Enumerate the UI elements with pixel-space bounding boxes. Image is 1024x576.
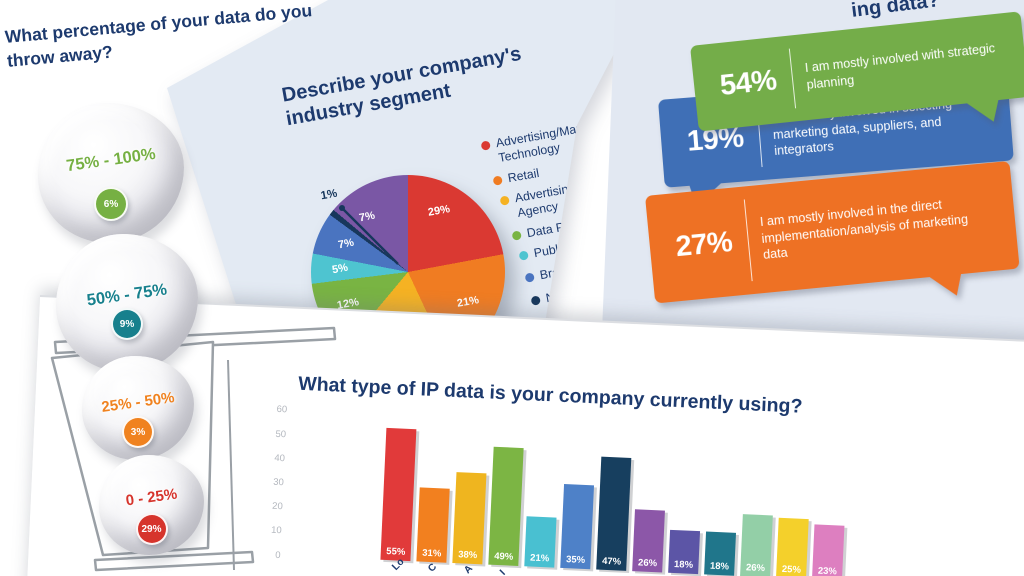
legend-label: Publis — [533, 241, 569, 261]
legend-item: N — [530, 290, 556, 308]
bubble-divider — [788, 48, 797, 109]
y-tick: 10 — [270, 525, 282, 537]
ip-bar-value: 47% — [601, 555, 622, 568]
ip-bar: 18% — [668, 529, 701, 575]
role-text: I am mostly involved with strategic plan… — [804, 41, 996, 92]
legend-line: Retail — [506, 165, 541, 186]
legend-label: N — [545, 290, 556, 306]
legend-dot — [480, 140, 491, 151]
legend-label: Advertising/Mark Technology — [495, 120, 590, 164]
ip-bar-value: 23% — [817, 565, 838, 576]
ip-bar: 35% — [560, 483, 595, 570]
speech-tail — [926, 271, 964, 298]
ip-bar: 26% — [740, 514, 773, 576]
legend-dot — [499, 195, 510, 206]
role-pct: 27% — [674, 225, 734, 263]
ip-bar: 31% — [416, 487, 450, 563]
legend-dot — [492, 175, 503, 186]
legend-label: Data Pr — [526, 219, 570, 241]
ip-bar-value: 49% — [493, 550, 514, 563]
legend-item: Retail — [492, 166, 540, 188]
legend-item: Bra — [524, 265, 560, 285]
ip-bar-value: 55% — [386, 545, 406, 558]
ip-bar: 47% — [596, 456, 632, 571]
y-tick: 0 — [274, 549, 281, 561]
ip-bar-value: 25% — [781, 563, 802, 576]
legend-label: Bra — [539, 265, 560, 283]
ip-bar-value: 38% — [457, 549, 478, 562]
x-tick-fragment: C — [426, 561, 440, 575]
legend-dot — [518, 250, 529, 261]
roles-panel-title-fragment: ing data? — [850, 0, 941, 22]
y-tick: 20 — [271, 500, 283, 513]
ip-bar: 38% — [452, 472, 487, 565]
legend-line: Data Pr — [525, 219, 570, 241]
bar-chart-bars: 55% 31% 38% 49% 21% 35% 47% 26% 18% 18% 26% 25% 23% — [380, 427, 848, 576]
ip-bar-value: 18% — [709, 560, 730, 573]
y-tick: 50 — [275, 428, 287, 440]
ip-bar: 18% — [704, 531, 737, 576]
legend-line: Bra — [538, 265, 561, 283]
legend-label: Advertising Agency — [514, 181, 579, 220]
ip-bar-value: 31% — [422, 547, 442, 560]
x-tick-fragment: A — [462, 563, 476, 576]
industry-panel-title: Describe your company's industry segment — [280, 42, 523, 131]
legend-dot — [524, 272, 535, 283]
legend-item: Advertising/Mark Technology — [480, 120, 590, 167]
legend-dot — [530, 295, 541, 306]
role-pct: 54% — [718, 63, 778, 102]
ip-bar: 23% — [811, 524, 845, 576]
ip-data-title: What type of IP data is your company cur… — [297, 372, 803, 418]
legend-dot — [511, 230, 522, 241]
legend-item: Publis — [518, 241, 568, 264]
ip-bar-value: 21% — [529, 552, 550, 565]
legend-label: Retail — [507, 166, 540, 186]
ip-bar-value: 26% — [637, 557, 658, 570]
ip-bar-value: 35% — [565, 554, 586, 566]
ip-bar-value: 26% — [745, 562, 766, 575]
bubble-divider — [743, 199, 753, 282]
ip-bar: 21% — [524, 516, 557, 568]
legend-item: Data Pr — [511, 219, 569, 243]
legend-line: Publis — [532, 240, 569, 261]
one-percent-callout-line — [339, 205, 399, 265]
role-text: I am mostly involved in the direct imple… — [759, 197, 969, 263]
x-tick-fragment: I — [498, 568, 508, 576]
ip-bar: 26% — [632, 509, 665, 573]
ip-bar: 55% — [380, 427, 417, 562]
ip-data-panel: What type of IP data is your company cur… — [20, 297, 1024, 576]
y-tick: 30 — [273, 476, 285, 489]
ip-bar: 25% — [776, 517, 809, 576]
y-tick: 60 — [276, 404, 288, 416]
y-tick: 40 — [274, 452, 286, 464]
legend-item: Advertising Agency — [499, 181, 579, 223]
legend-line: N — [544, 289, 556, 306]
ip-bar: 49% — [488, 446, 524, 566]
ip-bar-value: 18% — [673, 559, 694, 571]
